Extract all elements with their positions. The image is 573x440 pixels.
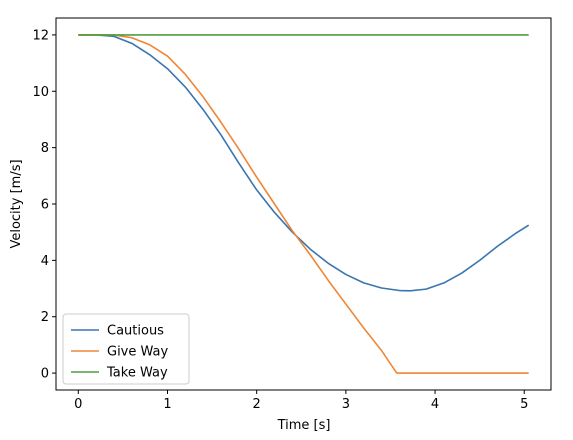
y-tick-label: 0 xyxy=(41,367,49,382)
legend-box xyxy=(62,313,190,385)
x-tick-label: 3 xyxy=(342,397,350,412)
y-axis-label: Velocity [m/s] xyxy=(9,159,24,248)
x-tick-label: 2 xyxy=(253,397,261,412)
y-tick-label: 6 xyxy=(41,198,49,213)
series-lines xyxy=(78,34,530,374)
y-tick-label: 8 xyxy=(41,141,49,156)
x-tick-label: 0 xyxy=(74,397,82,412)
x-tick-label: 5 xyxy=(520,397,528,412)
x-tick-label: 1 xyxy=(163,397,171,412)
x-axis-label: Time [s] xyxy=(277,418,331,433)
series-line-cautious xyxy=(78,34,530,292)
legend-label-give-way: Give Way xyxy=(107,345,168,360)
x-tick-label: 4 xyxy=(431,397,439,412)
legend-label-take-way: Take Way xyxy=(106,366,168,381)
legend: Cautious Give Way Take Way xyxy=(62,313,190,385)
series-line-give-way xyxy=(78,34,529,374)
y-tick-label: 2 xyxy=(41,310,49,325)
y-tick-label: 12 xyxy=(32,28,49,43)
y-tick-label: 10 xyxy=(32,85,49,100)
legend-label-cautious: Cautious xyxy=(107,324,164,339)
y-tick-label: 4 xyxy=(41,254,49,269)
